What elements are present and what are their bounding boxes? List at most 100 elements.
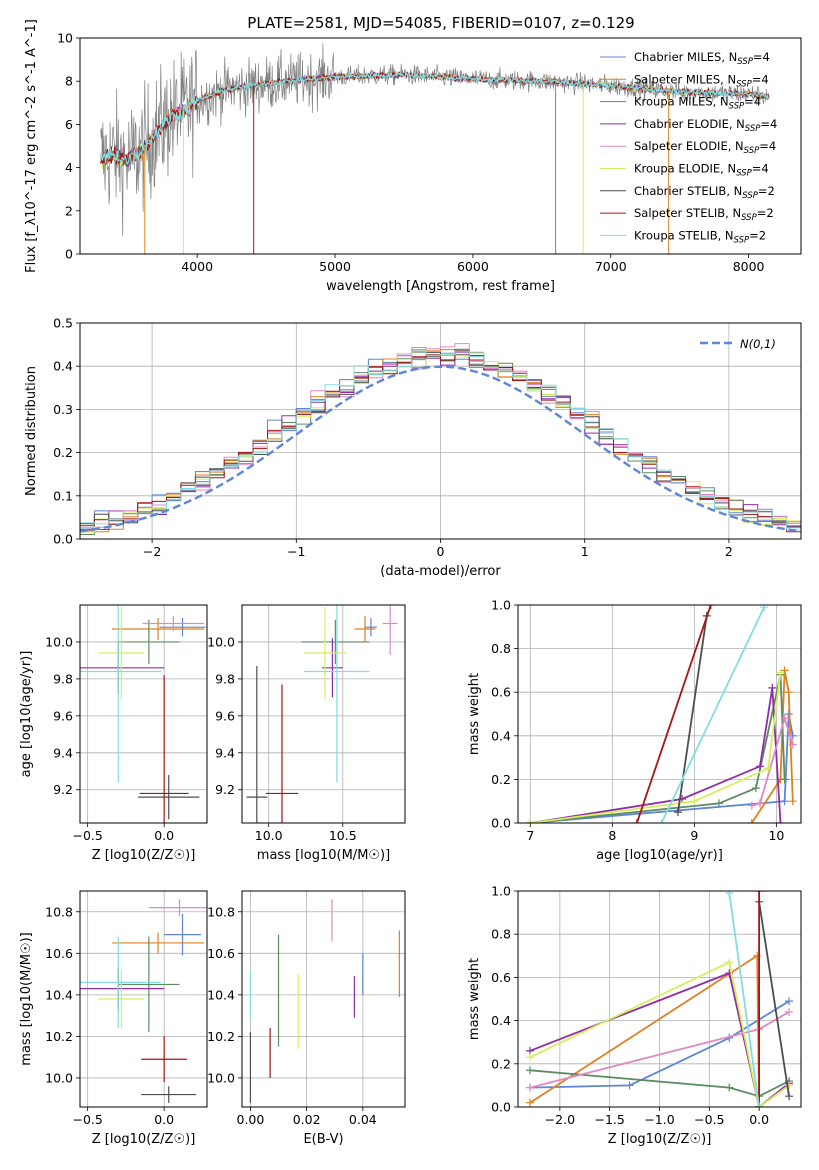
mass-weight-marker bbox=[788, 740, 797, 749]
x-tick-label: 1 bbox=[581, 544, 589, 559]
y-tick-label: 0.5 bbox=[53, 316, 73, 331]
panel-massweight_vs_Z: −2.0 −1.5 −1.0 −0.5 0.0 0.0 0.2 0.4 0.6 0.8 1.0 Z [… bbox=[467, 884, 802, 1147]
y-tick-label: 4 bbox=[65, 160, 73, 175]
x-tick-label: −2.0 bbox=[545, 1112, 575, 1127]
mass-weight-marker bbox=[780, 666, 789, 675]
panel-mass_vs_Z: −0.5 0.0 10.0 10.2 10.4 10.6 10.8 Z [log10(Z/Z☉… bbox=[19, 890, 208, 1147]
y-tick-label: 0.4 bbox=[491, 728, 511, 743]
plot-area bbox=[249, 899, 400, 1103]
axes-frame bbox=[79, 604, 208, 824]
x-tick-label: 0.0 bbox=[154, 1112, 174, 1127]
x-tick-label: 0.0 bbox=[749, 1112, 769, 1127]
y-tick-label: 1.0 bbox=[491, 884, 511, 899]
axes-frame bbox=[241, 890, 406, 1108]
axes-frame bbox=[517, 604, 802, 824]
y-tick-label: 0.1 bbox=[53, 488, 73, 503]
y-tick-label: 10.0 bbox=[45, 634, 73, 649]
y-tick-label: 8 bbox=[65, 74, 73, 89]
x-tick-label: 0.0 bbox=[154, 828, 174, 843]
plot-area bbox=[525, 891, 794, 1107]
axes-frame bbox=[241, 604, 406, 824]
mass-weight-marker bbox=[747, 819, 756, 823]
plot-area bbox=[80, 343, 801, 535]
mass-weight-marker bbox=[632, 819, 641, 823]
x-tick-label: 0.00 bbox=[237, 1112, 265, 1127]
legend-label: Kroupa ELODIE, NSSP=4 bbox=[634, 162, 769, 179]
y-tick-label: 10.2 bbox=[45, 1029, 73, 1044]
mass-weight-line bbox=[660, 606, 765, 823]
y-tick-label: 9.2 bbox=[53, 782, 73, 797]
plot-area bbox=[80, 605, 206, 823]
x-axis-label: Z [log10(Z/Z☉)] bbox=[92, 848, 196, 863]
y-tick-label: 0.4 bbox=[491, 1013, 511, 1028]
x-tick-label: −1 bbox=[287, 544, 305, 559]
mass-weight-marker bbox=[725, 1083, 734, 1092]
y-tick-label: 1.0 bbox=[491, 598, 511, 613]
x-tick-label: 0.02 bbox=[293, 1112, 321, 1127]
y-tick-label: 9.6 bbox=[215, 708, 235, 723]
y-tick-label: 9.6 bbox=[53, 708, 73, 723]
mass-weight-marker bbox=[755, 762, 764, 771]
y-tick-label: 10.4 bbox=[45, 987, 73, 1002]
legend-label: Chabrier STELIB, NSSP=2 bbox=[634, 184, 775, 201]
mass-weight-marker bbox=[785, 1081, 794, 1090]
mass-weight-marker bbox=[526, 819, 535, 823]
mass-weight-marker bbox=[776, 668, 785, 677]
plot-area bbox=[246, 605, 398, 823]
x-tick-label: 6000 bbox=[457, 259, 489, 274]
y-tick-label: 10.8 bbox=[45, 904, 73, 919]
panel-spectrum: 4000 5000 6000 7000 8000 0 2 4 6 8 10 wavelength [A… bbox=[24, 19, 802, 294]
mass-weight-marker bbox=[780, 797, 789, 806]
y-tick-label: 9.2 bbox=[215, 782, 235, 797]
legend-label: Kroupa STELIB, NSSP=2 bbox=[634, 228, 766, 245]
y-tick-label: 0.2 bbox=[53, 445, 73, 460]
x-tick-label: 10.5 bbox=[329, 828, 357, 843]
mass-weight-marker bbox=[768, 683, 777, 692]
y-tick-label: 10.2 bbox=[207, 1029, 235, 1044]
x-tick-label: 7000 bbox=[595, 259, 627, 274]
mass-weight-marker bbox=[714, 799, 723, 808]
mass-weight-line bbox=[728, 893, 760, 1107]
x-tick-label: 0.04 bbox=[349, 1112, 377, 1127]
mass-weight-marker bbox=[690, 797, 699, 806]
legend-label: Salpeter ELODIE, NSSP=4 bbox=[634, 139, 776, 156]
y-tick-label: 10.4 bbox=[207, 987, 235, 1002]
x-tick-label: 9 bbox=[690, 828, 698, 843]
y-tick-label: 10.0 bbox=[45, 1070, 73, 1085]
x-tick-label: 8 bbox=[608, 828, 616, 843]
mass-weight-marker bbox=[764, 764, 773, 773]
mass-weight-line bbox=[758, 901, 790, 1097]
y-tick-label: 9.8 bbox=[215, 671, 235, 686]
mass-weight-marker bbox=[780, 775, 789, 784]
mass-weight-marker bbox=[525, 1053, 534, 1062]
plot-area bbox=[100, 43, 770, 254]
x-tick-label: −0.5 bbox=[72, 828, 102, 843]
panel-age_vs_mass: 10.0 10.5 9.2 9.4 9.6 9.8 10.0 mass [log10(M/M☉… bbox=[207, 604, 406, 863]
mass-weight-marker bbox=[657, 819, 666, 823]
mass-weight-marker bbox=[673, 808, 682, 817]
panel-age_vs_Z: −0.5 0.0 9.2 9.4 9.6 9.8 10.0 Z [log10(Z/Z☉)] ag… bbox=[19, 604, 208, 863]
mass-weight-marker bbox=[706, 605, 715, 609]
y-tick-label: 9.4 bbox=[215, 745, 235, 760]
model-spectrum-line bbox=[100, 70, 770, 167]
x-axis-label: E(B-V) bbox=[303, 1132, 343, 1147]
y-tick-label: 0.8 bbox=[491, 927, 511, 942]
y-tick-label: 0 bbox=[65, 247, 73, 262]
x-tick-label: 2 bbox=[725, 544, 733, 559]
y-tick-label: 0.2 bbox=[491, 1056, 511, 1071]
x-axis-label: age [log10(age/yr)] bbox=[596, 848, 723, 863]
mass-weight-marker bbox=[625, 1081, 634, 1090]
y-tick-label: 0.0 bbox=[53, 532, 73, 547]
mass-weight-marker bbox=[525, 1066, 534, 1075]
mass-weight-marker bbox=[525, 1098, 534, 1107]
x-tick-label: 4000 bbox=[181, 259, 213, 274]
legend-label: N(0,1) bbox=[740, 337, 776, 351]
y-tick-label: 10.0 bbox=[207, 1070, 235, 1085]
y-tick-label: 2 bbox=[65, 203, 73, 218]
panel-mass_vs_ebv: 0.00 0.02 0.04 10.0 10.2 10.4 10.6 10.8 E(B-V) bbox=[207, 890, 406, 1147]
x-tick-label: 5000 bbox=[319, 259, 351, 274]
y-axis-label: age [log10(age/yr)] bbox=[19, 651, 34, 778]
y-axis-label: Flux [f_λ10^-17 erg cm^-2 s^-1 A^-1] bbox=[24, 19, 39, 273]
mass-weight-marker bbox=[785, 997, 794, 1006]
y-tick-label: 0.6 bbox=[491, 685, 511, 700]
